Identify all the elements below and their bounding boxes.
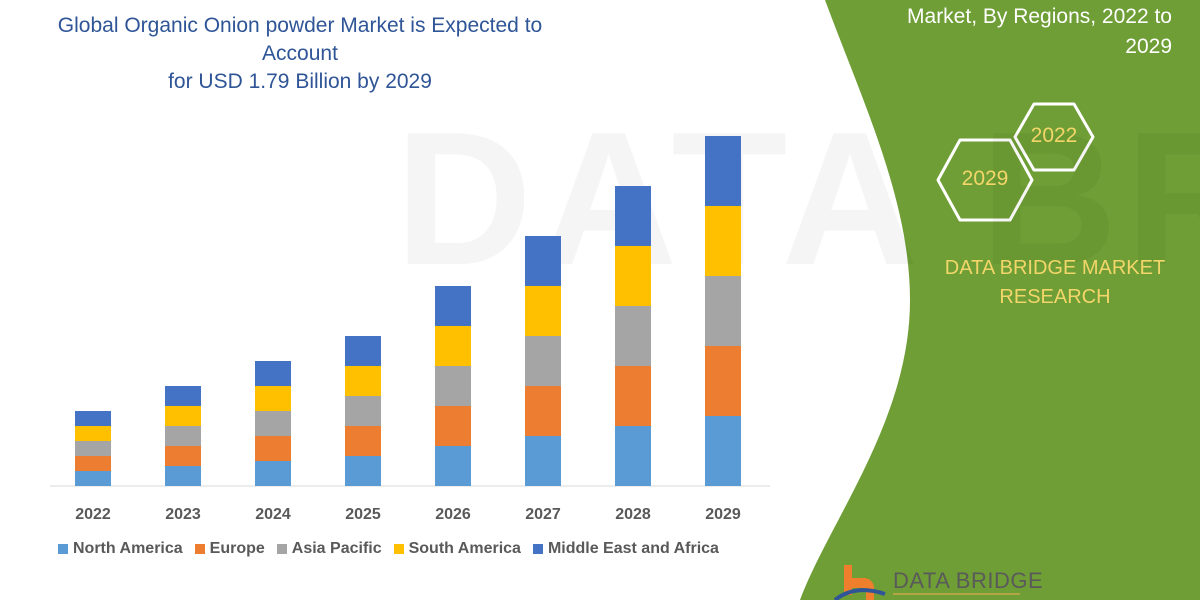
bar-segment-2023-middle-east-and-africa xyxy=(165,386,201,406)
brand-line-1: DATA BRIDGE MARKET xyxy=(944,257,1166,279)
bar-segment-2022-north-america xyxy=(75,471,111,486)
bar-segment-2022-south-america xyxy=(75,426,111,441)
bar-segment-2025-south-america xyxy=(345,366,381,396)
side-title-line-2: 2029 xyxy=(1125,35,1172,58)
side-title-line-1: Market, By Regions, 2022 to xyxy=(907,5,1172,28)
bar-segment-2024-europe xyxy=(255,436,291,461)
bar-segment-2027-north-america xyxy=(525,436,561,486)
green-side-panel xyxy=(800,0,1200,600)
bar-segment-2022-middle-east-and-africa xyxy=(75,411,111,426)
legend-item: North America xyxy=(58,540,183,558)
bar-segment-2023-north-america xyxy=(165,466,201,486)
bar-segment-2023-europe xyxy=(165,446,201,466)
legend-swatch xyxy=(276,544,287,554)
bar-segment-2029-middle-east-and-africa xyxy=(705,136,741,206)
x-tick-label: 2028 xyxy=(615,506,651,523)
legend-label: South America xyxy=(408,540,521,557)
x-tick-label: 2024 xyxy=(255,506,291,523)
bar-segment-2028-south-america xyxy=(615,246,651,306)
legend-item: Asia Pacific xyxy=(276,540,382,558)
legend-label: Middle East and Africa xyxy=(547,540,719,557)
side-panel-title: Market, By Regions, 2022 to 2029 xyxy=(907,2,1172,62)
bar-segment-2029-north-america xyxy=(705,416,741,486)
legend-swatch xyxy=(58,544,68,554)
x-tick-label: 2025 xyxy=(345,506,381,523)
bar-segment-2025-europe xyxy=(345,426,381,456)
chart-title-line-2: for USD 1.79 Billion by 2029 xyxy=(168,70,432,93)
x-tick-label: 2022 xyxy=(75,506,111,523)
bar-segment-2026-middle-east-and-africa xyxy=(435,286,471,326)
legend-item: Europe xyxy=(194,540,265,558)
bar-segment-2024-middle-east-and-africa xyxy=(255,361,291,386)
bar-segment-2024-asia-pacific xyxy=(255,411,291,436)
bar-segment-2024-north-america xyxy=(255,461,291,486)
legend-swatch xyxy=(393,544,404,554)
bar-segment-2029-south-america xyxy=(705,206,741,276)
bar-segment-2022-asia-pacific xyxy=(75,441,111,456)
bar-segment-2026-north-america xyxy=(435,446,471,486)
hex-label-2029: 2029 xyxy=(961,167,1009,190)
brand-text: DATA BRIDGE MARKET RESEARCH xyxy=(930,254,1180,312)
legend-label: Asia Pacific xyxy=(291,540,382,557)
chart-title: Global Organic Onion powder Market is Ex… xyxy=(40,12,560,96)
legend: North America Europe Asia Pacific South Ame… xyxy=(58,540,719,558)
legend-label: North America xyxy=(73,540,183,557)
legend-swatch xyxy=(194,544,205,554)
x-tick-label: 2026 xyxy=(435,506,471,523)
bar-segment-2028-middle-east-and-africa xyxy=(615,186,651,246)
bar-segment-2026-asia-pacific xyxy=(435,366,471,406)
legend-item: South America xyxy=(393,540,521,558)
bar-segment-2027-south-america xyxy=(525,286,561,336)
hexagon-2022 xyxy=(1013,102,1095,172)
legend-swatch xyxy=(532,544,543,554)
bar-segment-2025-north-america xyxy=(345,456,381,486)
bar-segment-2027-asia-pacific xyxy=(525,336,561,386)
bar-segment-2026-europe xyxy=(435,406,471,446)
bar-segment-2028-north-america xyxy=(615,426,651,486)
x-tick-label: 2027 xyxy=(525,506,561,523)
logo-text: DATA BRIDGE xyxy=(893,568,1044,593)
bar-segment-2024-south-america xyxy=(255,386,291,411)
bar-segment-2029-asia-pacific xyxy=(705,276,741,346)
brand-line-2: RESEARCH xyxy=(999,286,1111,308)
hexagon-2029 xyxy=(936,138,1034,222)
bar-segment-2028-europe xyxy=(615,366,651,426)
legend-label: Europe xyxy=(209,540,265,557)
bar-segment-2025-middle-east-and-africa xyxy=(345,336,381,366)
bar-segment-2022-europe xyxy=(75,456,111,471)
bar-segment-2027-middle-east-and-africa xyxy=(525,236,561,286)
bar-segment-2025-asia-pacific xyxy=(345,396,381,426)
legend-item: Middle East and Africa xyxy=(532,540,719,558)
stacked-bar-chart: 2022 2023 2024 2025 2026 2027 2028 2029 xyxy=(50,136,770,523)
bar-segment-2026-south-america xyxy=(435,326,471,366)
bar-segment-2029-europe xyxy=(705,346,741,416)
x-tick-label: 2029 xyxy=(705,506,741,523)
bar-segment-2027-europe xyxy=(525,386,561,436)
logo-icon xyxy=(833,565,886,600)
x-tick-label: 2023 xyxy=(165,506,201,523)
bar-segment-2023-asia-pacific xyxy=(165,426,201,446)
bar-segment-2028-asia-pacific xyxy=(615,306,651,366)
bar-segment-2023-south-america xyxy=(165,406,201,426)
chart-title-line-1: Global Organic Onion powder Market is Ex… xyxy=(57,14,543,65)
hex-label-2022: 2022 xyxy=(1030,124,1078,147)
